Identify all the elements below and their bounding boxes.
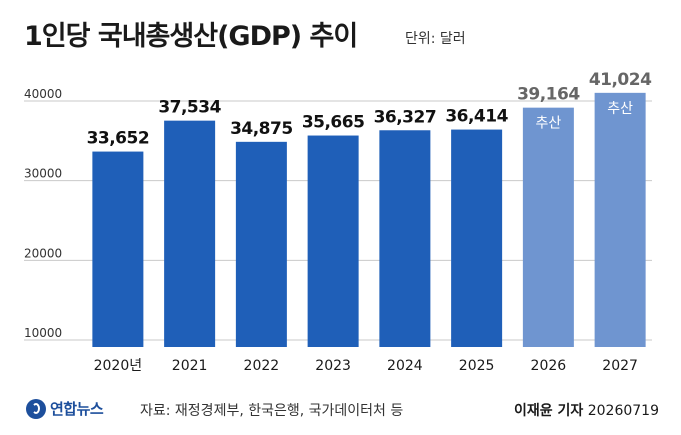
- x-tick-label: 2025: [459, 358, 495, 374]
- bar-value-label: 34,875: [230, 119, 293, 139]
- x-tick-label: 2024: [387, 358, 423, 374]
- bar-value-label: 36,414: [445, 107, 508, 127]
- estimate-label: 추산: [607, 101, 633, 117]
- bar: [594, 92, 646, 347]
- x-tick-label: 2021: [172, 358, 208, 374]
- x-tick-label: 2022: [244, 358, 280, 374]
- y-tick-label: 30000: [24, 167, 62, 181]
- yonhap-logo-icon: [26, 398, 46, 419]
- bar-value-label: 36,327: [374, 107, 437, 127]
- bar-value-label: 33,652: [87, 129, 150, 149]
- bar: [164, 120, 216, 347]
- bar-value-label: 37,534: [158, 98, 221, 118]
- source-note: 자료: 재정경제부, 한국은행, 국가데이터처 등: [140, 403, 404, 419]
- bar: [92, 151, 144, 347]
- unit-label: 단위: 달러: [405, 31, 466, 47]
- bar: [522, 107, 574, 348]
- bar: [307, 135, 359, 347]
- bar-chart: 10000 20000 30000 40000 33,652 2020년 37,534 202…: [24, 70, 653, 374]
- bar: [379, 130, 431, 347]
- publish-date: 20260719: [587, 403, 659, 419]
- publisher-logo: 연합뉴스: [26, 398, 104, 419]
- y-tick-label: 40000: [24, 87, 62, 101]
- x-tick-label: 2027: [602, 358, 638, 374]
- bar-value-label: 39,164: [517, 85, 580, 105]
- chart-title: 1인당 국내총생산(GDP) 추이: [24, 21, 358, 52]
- bar: [451, 129, 503, 347]
- bar-value-label: 35,665: [302, 113, 365, 133]
- bar-value-label: 41,024: [589, 70, 652, 90]
- bar: [235, 141, 287, 347]
- reporter-name: 이재윤 기자: [514, 403, 584, 419]
- x-tick-label: 2023: [315, 358, 351, 374]
- y-tick-label: 20000: [24, 246, 62, 260]
- credit-line: 이재윤 기자 20260719: [514, 400, 659, 420]
- estimate-label: 추산: [535, 116, 561, 132]
- x-tick-label: 2020년: [94, 358, 143, 374]
- y-tick-label: 10000: [24, 326, 62, 340]
- x-tick-label: 2026: [531, 358, 567, 374]
- publisher-name: 연합뉴스: [50, 400, 104, 418]
